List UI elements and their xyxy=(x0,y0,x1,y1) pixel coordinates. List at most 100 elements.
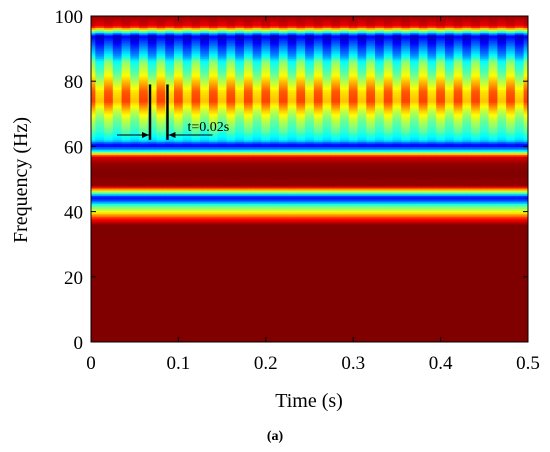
heatmap-cell xyxy=(117,283,123,286)
heatmap-cell xyxy=(91,275,96,278)
heatmap-cell xyxy=(121,170,127,174)
heatmap-cell xyxy=(112,325,118,328)
heatmap-cell xyxy=(117,95,123,99)
heatmap-cell xyxy=(99,291,105,294)
heatmap-cell xyxy=(112,120,118,123)
heatmap-cell xyxy=(99,64,105,68)
heatmap-cell xyxy=(99,95,105,99)
heatmap-cell xyxy=(117,240,123,244)
heatmap-cell xyxy=(112,231,118,234)
heatmap-cell xyxy=(104,320,110,324)
heatmap-cell xyxy=(95,50,101,53)
heatmap-cell xyxy=(91,105,96,108)
heatmap-cell xyxy=(104,253,110,257)
heatmap-cell xyxy=(117,76,123,79)
heatmap-cell xyxy=(108,53,114,56)
heatmap-cell xyxy=(125,281,131,284)
heatmap-cell xyxy=(104,159,110,162)
heatmap-cell xyxy=(112,232,118,236)
heatmap-cell xyxy=(99,224,105,227)
heatmap-cell xyxy=(108,138,114,141)
heatmap-cell xyxy=(108,267,114,270)
heatmap-cell xyxy=(125,45,131,48)
heatmap-cell xyxy=(121,223,127,226)
heatmap-cell xyxy=(91,139,96,143)
heatmap-cell xyxy=(112,229,118,232)
heatmap-cell xyxy=(91,60,96,63)
heatmap-cell xyxy=(95,139,101,143)
heatmap-cell xyxy=(95,32,101,35)
heatmap-cell xyxy=(95,239,101,242)
heatmap-cell xyxy=(104,37,110,40)
heatmap-cell xyxy=(112,280,118,283)
heatmap-cell xyxy=(117,299,123,302)
heatmap-cell xyxy=(125,239,131,242)
heatmap-cell xyxy=(125,309,131,312)
heatmap-cell xyxy=(117,319,123,322)
heatmap-cell xyxy=(125,108,131,112)
heatmap-cell xyxy=(91,213,96,216)
heatmap-cell xyxy=(112,43,118,46)
heatmap-cell xyxy=(121,121,127,125)
heatmap-cell xyxy=(95,226,101,229)
heatmap-cell xyxy=(108,131,114,134)
heatmap-cell xyxy=(104,255,110,258)
heatmap-cell xyxy=(117,239,123,242)
heatmap-cell xyxy=(112,169,118,172)
heatmap-cell xyxy=(99,213,105,216)
heatmap-cell xyxy=(125,320,131,324)
heatmap-cell xyxy=(95,37,101,40)
heatmap-cell xyxy=(91,134,96,138)
heatmap-cell xyxy=(108,201,114,205)
heatmap-cell xyxy=(121,291,127,294)
heatmap-cell xyxy=(125,139,131,143)
heatmap-cell xyxy=(104,77,110,81)
heatmap-cell xyxy=(108,71,114,74)
heatmap-cell xyxy=(112,125,118,128)
heatmap-cell xyxy=(91,309,96,312)
heatmap-cell xyxy=(121,227,127,231)
heatmap-cell xyxy=(99,84,105,87)
heatmap-cell xyxy=(125,141,131,144)
heatmap-cell xyxy=(125,123,131,126)
heatmap-cell xyxy=(117,278,123,281)
heatmap-cell xyxy=(108,159,114,162)
heatmap-cell xyxy=(125,185,131,188)
heatmap-cell xyxy=(104,151,110,154)
heatmap-cell xyxy=(121,112,127,115)
heatmap-cell xyxy=(91,53,96,56)
heatmap-cell xyxy=(99,82,105,86)
heatmap-cell xyxy=(117,258,123,262)
heatmap-area xyxy=(91,16,528,342)
heatmap-cell xyxy=(99,71,105,74)
heatmap-cell xyxy=(104,128,110,131)
heatmap-cell xyxy=(121,317,127,320)
heatmap-cell xyxy=(91,174,96,177)
heatmap-cell xyxy=(95,271,101,275)
heatmap-cell xyxy=(112,209,118,213)
heatmap-cell xyxy=(99,68,105,71)
heatmap-cell xyxy=(108,335,114,338)
heatmap-cell xyxy=(125,224,131,227)
heatmap-cell xyxy=(95,289,101,293)
heatmap-cell xyxy=(108,291,114,294)
heatmap-cell xyxy=(108,162,114,165)
heatmap-cell xyxy=(104,302,110,306)
heatmap-cell xyxy=(112,79,118,82)
heatmap-cell xyxy=(99,223,105,226)
heatmap-cell xyxy=(108,297,114,301)
heatmap-cell xyxy=(95,43,101,46)
heatmap-cell xyxy=(108,95,114,99)
heatmap-cell xyxy=(95,320,101,324)
heatmap-cell xyxy=(112,161,118,164)
heatmap-cell xyxy=(117,92,123,95)
heatmap-cell xyxy=(125,268,131,271)
heatmap-cell xyxy=(91,19,96,22)
heatmap-cell xyxy=(91,97,96,100)
heatmap-cell xyxy=(95,218,101,221)
heatmap-cell xyxy=(121,149,127,152)
heatmap-cell xyxy=(121,61,127,64)
heatmap-cell xyxy=(125,46,131,50)
heatmap-cell xyxy=(117,262,123,265)
heatmap-cell xyxy=(104,115,110,118)
